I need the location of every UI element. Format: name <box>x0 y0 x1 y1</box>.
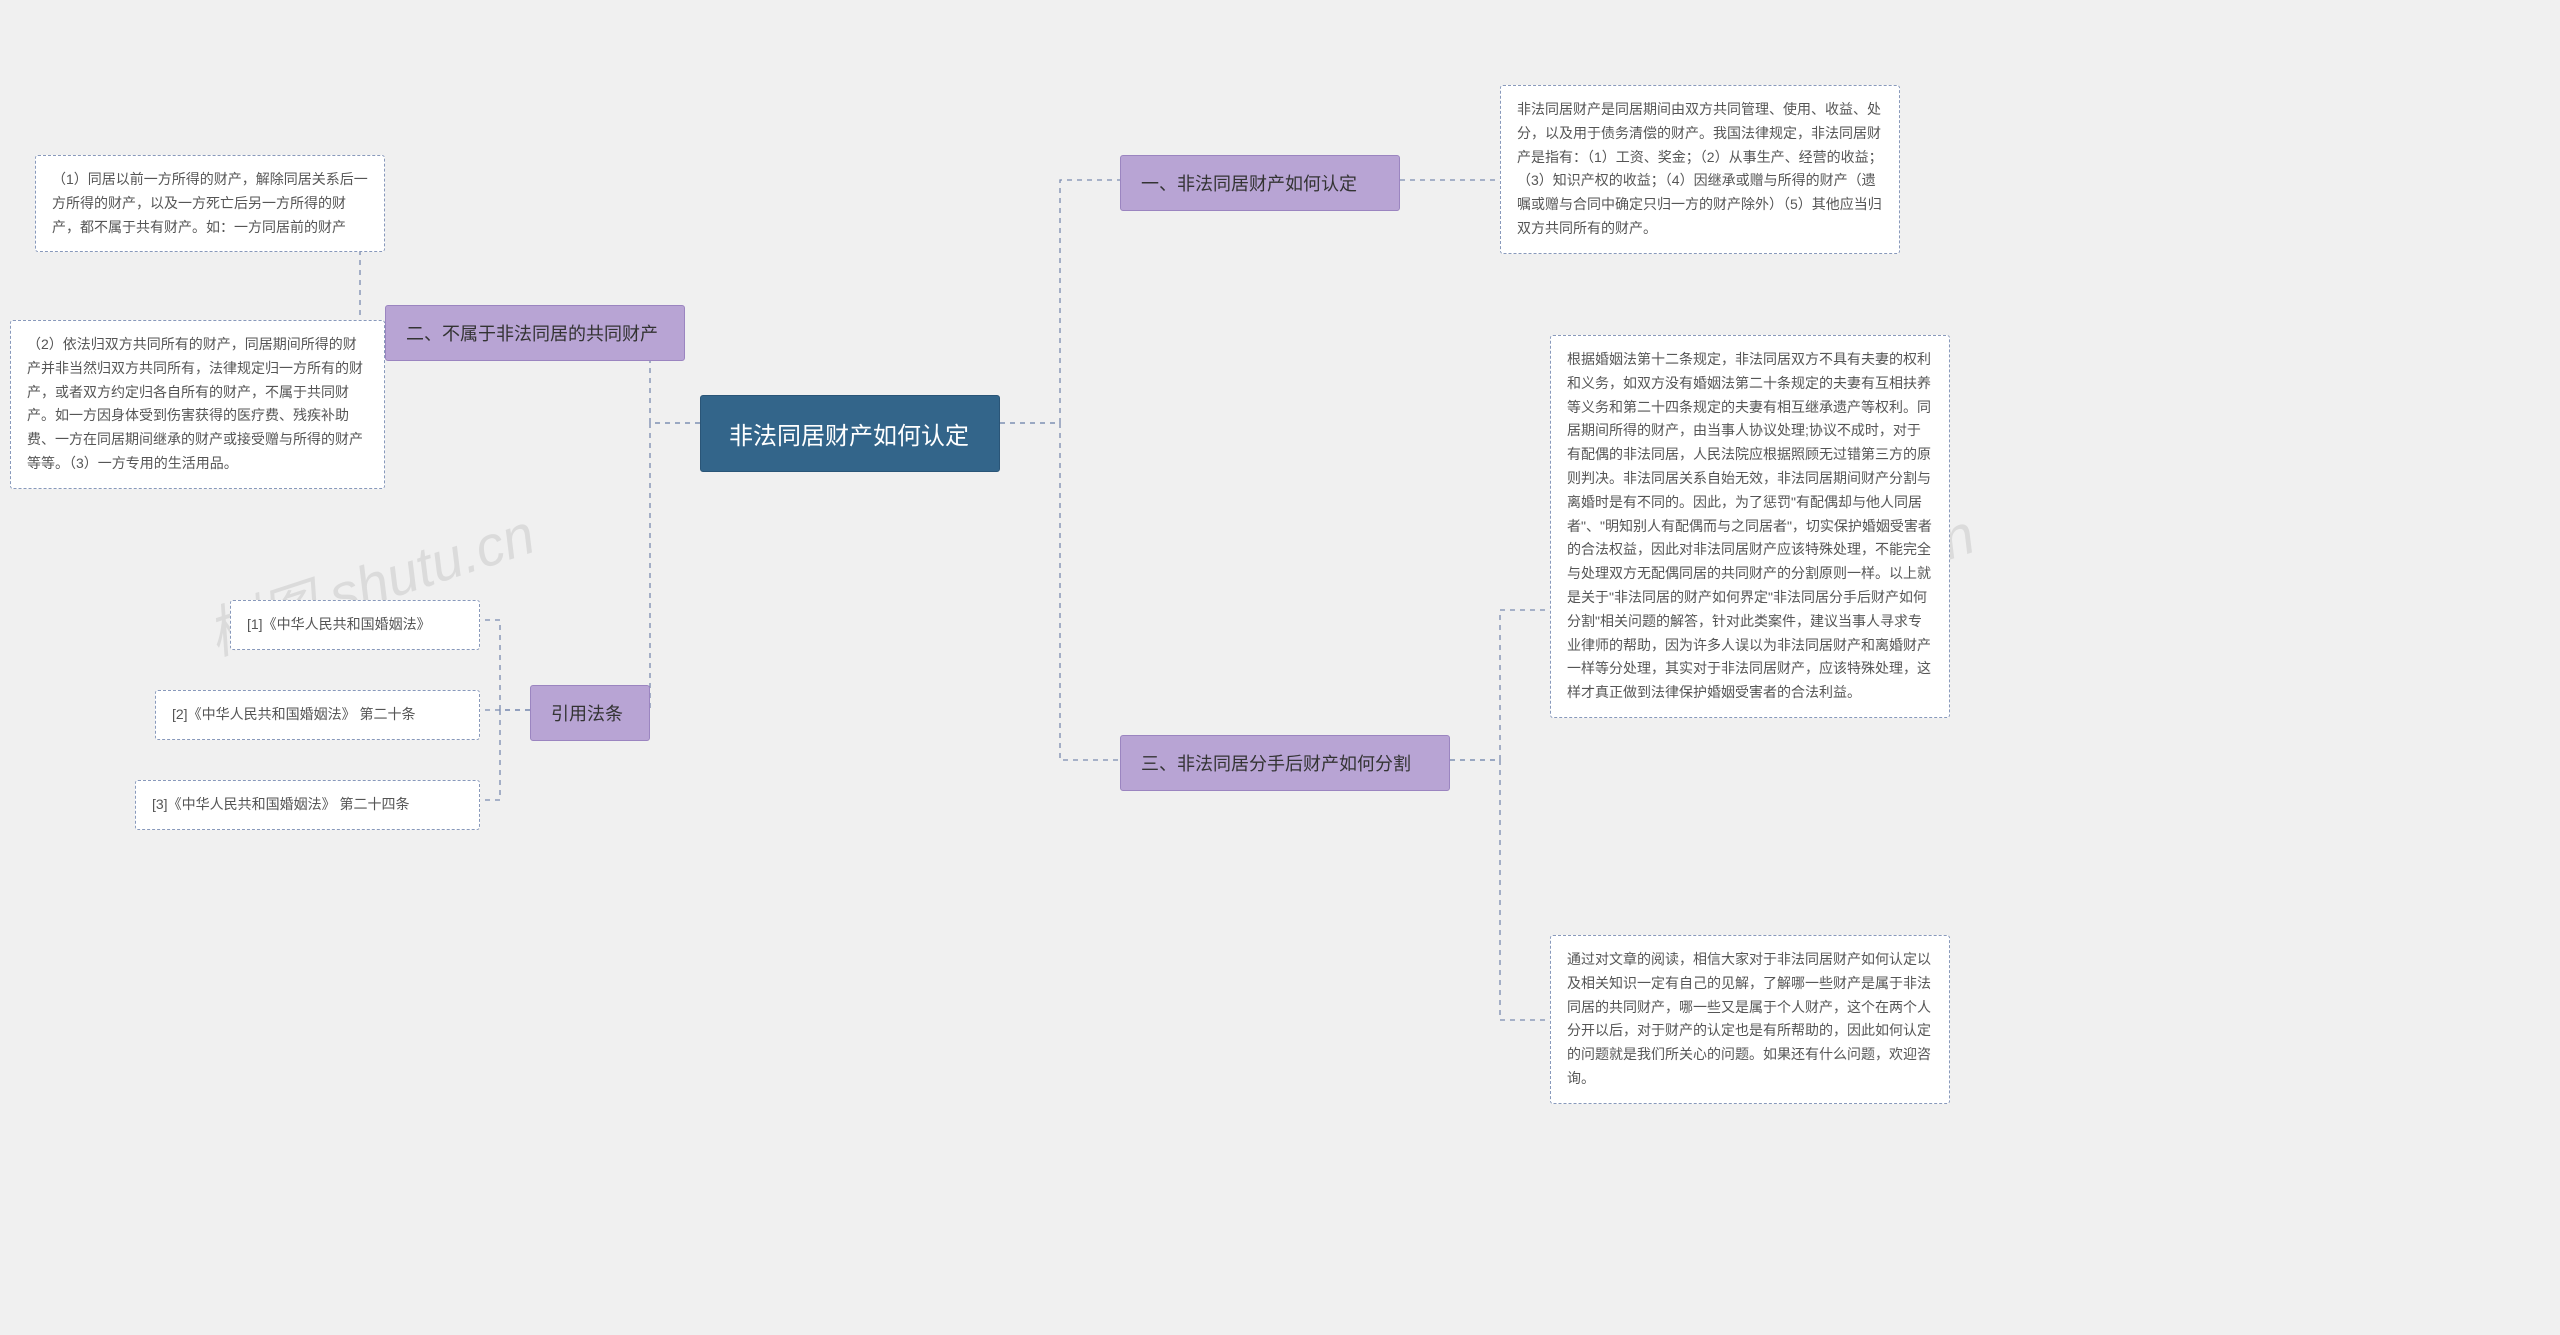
root-node[interactable]: 非法同居财产如何认定 <box>700 395 1000 472</box>
conn-11 <box>480 710 530 800</box>
branch-3[interactable]: 三、非法同居分手后财产如何分割 <box>1120 735 1450 791</box>
conn-0 <box>1000 180 1120 423</box>
branch-4[interactable]: 引用法条 <box>530 685 650 741</box>
leaf-b1c1: 非法同居财产是同居期间由双方共同管理、使用、收益、处分，以及用于债务清偿的财产。… <box>1500 85 1900 254</box>
branch-1[interactable]: 一、非法同居财产如何认定 <box>1120 155 1400 211</box>
leaf-b4c1: [1]《中华人民共和国婚姻法》 <box>230 600 480 650</box>
conn-1 <box>1000 423 1120 760</box>
leaf-b4c2: [2]《中华人民共和国婚姻法》 第二十条 <box>155 690 480 740</box>
leaf-b2c2: （2）依法归双方共同所有的财产，同居期间所得的财产并非当然归双方共同所有，法律规… <box>10 320 385 489</box>
leaf-b3c1: 根据婚姻法第十二条规定，非法同居双方不具有夫妻的权利和义务，如双方没有婚姻法第二… <box>1550 335 1950 718</box>
conn-4 <box>1450 760 1550 1020</box>
leaf-b3c2: 通过对文章的阅读，相信大家对于非法同居财产如何认定以及相关知识一定有自己的见解，… <box>1550 935 1950 1104</box>
leaf-b2c1: （1）同居以前一方所得的财产，解除同居关系后一方所得的财产，以及一方死亡后另一方… <box>35 155 385 252</box>
conn-3 <box>1450 610 1550 760</box>
leaf-b4c3: [3]《中华人民共和国婚姻法》 第二十四条 <box>135 780 480 830</box>
conn-9 <box>480 620 530 710</box>
conn-6 <box>650 423 700 710</box>
branch-2[interactable]: 二、不属于非法同居的共同财产 <box>385 305 685 361</box>
